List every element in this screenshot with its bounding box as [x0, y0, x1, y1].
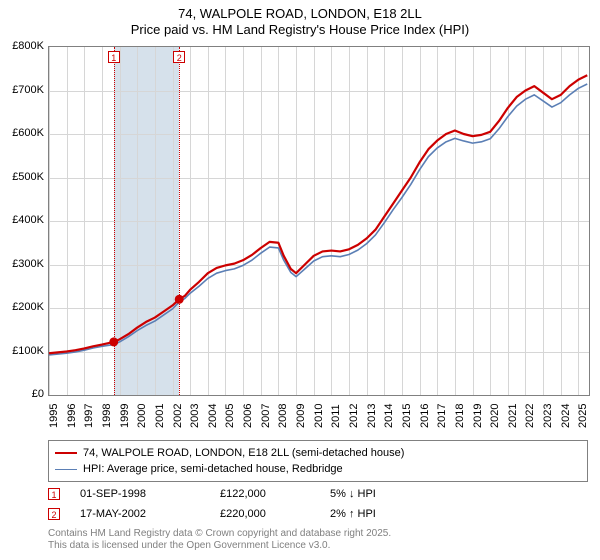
x-tick-label: 1998 — [101, 404, 113, 428]
x-tick-label: 2004 — [207, 404, 219, 428]
event-marker-0: 1 — [48, 488, 60, 500]
event-delta-0: 5% ↓ HPI — [330, 488, 420, 500]
legend-swatch-0 — [55, 452, 77, 454]
plot-area: 12 — [48, 46, 590, 396]
x-tick-label: 1995 — [48, 404, 60, 428]
x-tick-label: 1996 — [66, 404, 78, 428]
x-tick-label: 2017 — [436, 404, 448, 428]
y-tick-label: £700K — [0, 84, 44, 96]
x-tick-label: 2020 — [489, 404, 501, 428]
event-delta-1: 2% ↑ HPI — [330, 508, 420, 520]
y-tick-label: £500K — [0, 171, 44, 183]
y-tick-label: £600K — [0, 127, 44, 139]
x-tick-label: 2015 — [401, 404, 413, 428]
event-date-0: 01-SEP-1998 — [80, 488, 200, 500]
series-lines — [49, 47, 589, 395]
x-tick-label: 2013 — [366, 404, 378, 428]
y-tick-label: £0 — [0, 388, 44, 400]
x-tick-label: 2002 — [172, 404, 184, 428]
x-tick-label: 2018 — [454, 404, 466, 428]
y-tick-label: £400K — [0, 214, 44, 226]
event-row-0: 1 01-SEP-1998 £122,000 5% ↓ HPI — [48, 484, 588, 504]
x-tick-label: 1999 — [119, 404, 131, 428]
x-tick-label: 2021 — [507, 404, 519, 428]
x-tick-label: 1997 — [83, 404, 95, 428]
footnote-line-2: This data is licensed under the Open Gov… — [48, 540, 588, 552]
legend-label-1: HPI: Average price, semi-detached house,… — [83, 463, 343, 475]
y-tick-label: £300K — [0, 258, 44, 270]
x-tick-label: 2024 — [560, 404, 572, 428]
x-tick-label: 2001 — [154, 404, 166, 428]
x-tick-label: 2005 — [224, 404, 236, 428]
event-date-1: 17-MAY-2002 — [80, 508, 200, 520]
x-tick-label: 2025 — [577, 404, 589, 428]
y-tick-label: £800K — [0, 40, 44, 52]
legend-item-1: HPI: Average price, semi-detached house,… — [55, 461, 581, 477]
event-price-1: £220,000 — [220, 508, 310, 520]
y-tick-label: £200K — [0, 301, 44, 313]
event-plot-marker: 2 — [173, 51, 185, 63]
x-tick-label: 2008 — [277, 404, 289, 428]
x-tick-label: 2009 — [295, 404, 307, 428]
event-plot-marker: 1 — [108, 51, 120, 63]
chart-container: 74, WALPOLE ROAD, LONDON, E18 2LL Price … — [0, 0, 600, 560]
title-line-2: Price paid vs. HM Land Registry's House … — [0, 22, 600, 38]
title-line-1: 74, WALPOLE ROAD, LONDON, E18 2LL — [0, 6, 600, 22]
y-tick-label: £100K — [0, 345, 44, 357]
x-tick-label: 2019 — [472, 404, 484, 428]
legend: 74, WALPOLE ROAD, LONDON, E18 2LL (semi-… — [48, 440, 588, 482]
x-tick-label: 2003 — [189, 404, 201, 428]
title-block: 74, WALPOLE ROAD, LONDON, E18 2LL Price … — [0, 0, 600, 39]
x-tick-label: 2007 — [260, 404, 272, 428]
events-table: 1 01-SEP-1998 £122,000 5% ↓ HPI 2 17-MAY… — [48, 484, 588, 524]
x-tick-label: 2016 — [419, 404, 431, 428]
footnote-line-1: Contains HM Land Registry data © Crown c… — [48, 528, 588, 540]
x-tick-label: 2012 — [348, 404, 360, 428]
legend-label-0: 74, WALPOLE ROAD, LONDON, E18 2LL (semi-… — [83, 447, 404, 459]
event-marker-1: 2 — [48, 508, 60, 520]
footnote: Contains HM Land Registry data © Crown c… — [48, 528, 588, 552]
legend-swatch-1 — [55, 469, 77, 470]
x-tick-label: 2014 — [383, 404, 395, 428]
event-price-0: £122,000 — [220, 488, 310, 500]
x-tick-label: 2023 — [542, 404, 554, 428]
x-tick-label: 2010 — [313, 404, 325, 428]
x-tick-label: 2000 — [136, 404, 148, 428]
x-tick-label: 2011 — [330, 404, 342, 428]
legend-item-0: 74, WALPOLE ROAD, LONDON, E18 2LL (semi-… — [55, 445, 581, 461]
x-tick-label: 2022 — [524, 404, 536, 428]
x-tick-label: 2006 — [242, 404, 254, 428]
event-row-1: 2 17-MAY-2002 £220,000 2% ↑ HPI — [48, 504, 588, 524]
